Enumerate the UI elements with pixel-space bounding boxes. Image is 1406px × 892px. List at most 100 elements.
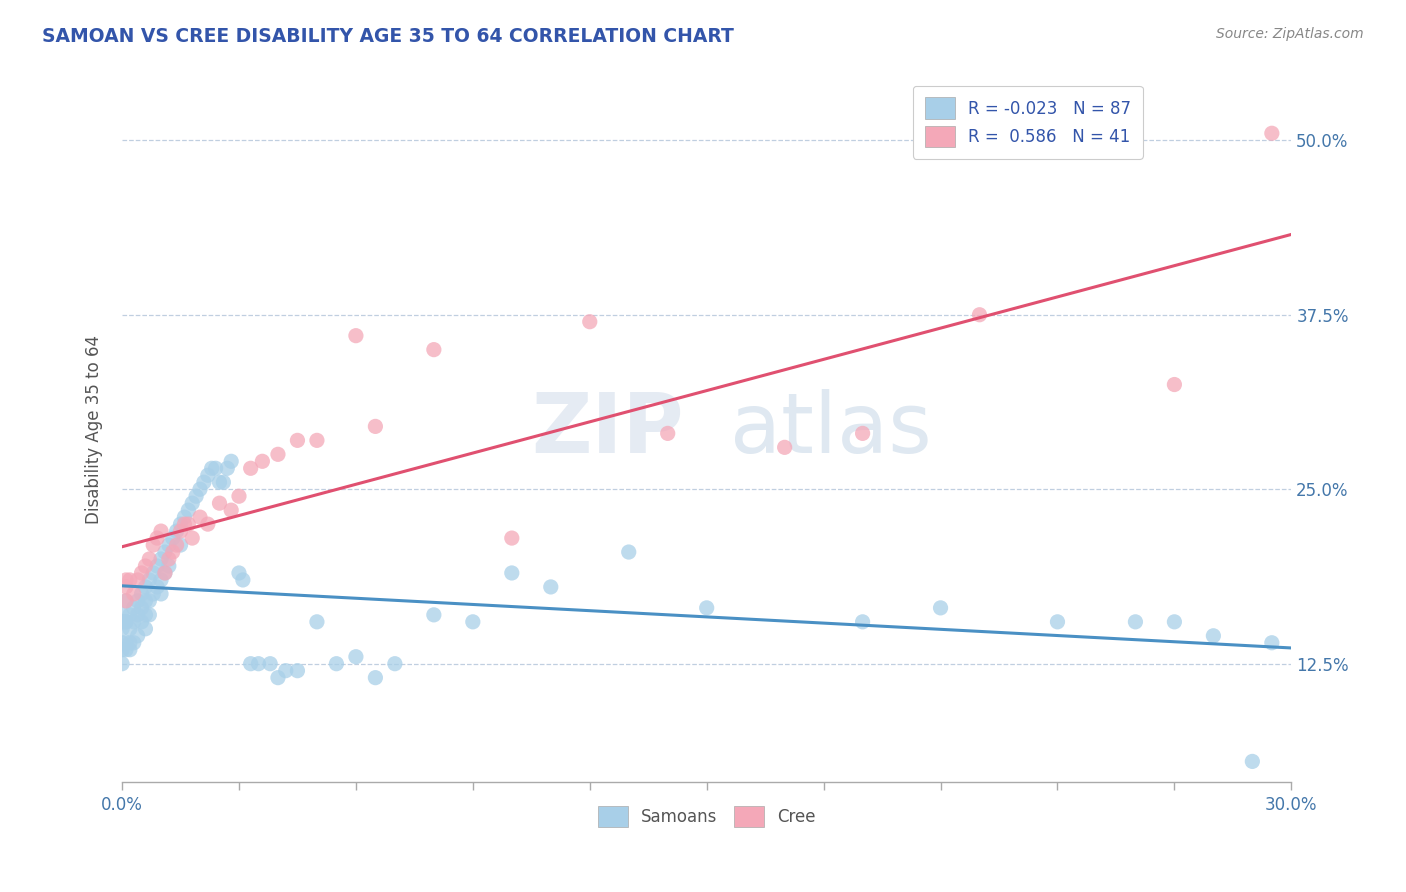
Point — [146, 580, 169, 594]
Point — [197, 468, 219, 483]
Point — [131, 566, 153, 580]
Point — [461, 615, 484, 629]
Legend: Samoans, Cree: Samoans, Cree — [591, 799, 823, 834]
Point — [153, 566, 176, 580]
Point — [131, 587, 153, 601]
Point — [146, 531, 169, 545]
Point — [153, 545, 176, 559]
Text: SAMOAN VS CREE DISABILITY AGE 35 TO 64 CORRELATION CHART: SAMOAN VS CREE DISABILITY AGE 35 TO 64 C… — [42, 27, 734, 45]
Point — [118, 573, 141, 587]
Point — [267, 671, 290, 685]
Point — [1261, 636, 1284, 650]
Point — [217, 461, 239, 475]
Point — [578, 315, 600, 329]
Point — [111, 607, 134, 622]
Point — [157, 538, 180, 552]
Point — [259, 657, 281, 671]
Point — [131, 600, 153, 615]
Point — [344, 328, 367, 343]
Point — [173, 510, 195, 524]
Point — [204, 461, 226, 475]
Point — [111, 657, 134, 671]
Point — [274, 664, 297, 678]
Point — [239, 657, 262, 671]
Point — [115, 636, 138, 650]
Point — [184, 489, 207, 503]
Point — [696, 600, 718, 615]
Point — [131, 615, 153, 629]
Point — [134, 580, 156, 594]
Point — [267, 447, 290, 461]
Point — [166, 538, 188, 552]
Point — [138, 594, 160, 608]
Point — [127, 607, 149, 622]
Point — [118, 607, 141, 622]
Point — [111, 642, 134, 657]
Point — [142, 538, 165, 552]
Point — [239, 461, 262, 475]
Point — [247, 657, 270, 671]
Point — [173, 517, 195, 532]
Point — [1202, 629, 1225, 643]
Point — [1241, 755, 1264, 769]
Point — [150, 573, 173, 587]
Point — [138, 552, 160, 566]
Point — [169, 517, 191, 532]
Point — [344, 649, 367, 664]
Point — [193, 475, 215, 490]
Point — [138, 573, 160, 587]
Point — [115, 615, 138, 629]
Point — [969, 308, 991, 322]
Point — [115, 594, 138, 608]
Point — [197, 517, 219, 532]
Point — [228, 566, 250, 580]
Point — [118, 642, 141, 657]
Point — [305, 615, 328, 629]
Point — [157, 552, 180, 566]
Point — [122, 615, 145, 629]
Point — [1046, 615, 1069, 629]
Point — [127, 594, 149, 608]
Point — [134, 559, 156, 574]
Point — [181, 531, 204, 545]
Point — [111, 615, 134, 629]
Point — [929, 600, 952, 615]
Point — [134, 622, 156, 636]
Text: Source: ZipAtlas.com: Source: ZipAtlas.com — [1216, 27, 1364, 41]
Point — [115, 580, 138, 594]
Point — [228, 489, 250, 503]
Point — [162, 531, 184, 545]
Point — [177, 517, 200, 532]
Point — [1261, 126, 1284, 140]
Point — [150, 552, 173, 566]
Point — [115, 615, 138, 629]
Point — [501, 566, 523, 580]
Point — [219, 454, 242, 468]
Point — [305, 434, 328, 448]
Point — [122, 600, 145, 615]
Point — [181, 496, 204, 510]
Point — [287, 664, 309, 678]
Point — [118, 622, 141, 636]
Point — [127, 629, 149, 643]
Point — [115, 642, 138, 657]
Point — [287, 434, 309, 448]
Point — [111, 636, 134, 650]
Point — [208, 475, 231, 490]
Point — [501, 531, 523, 545]
Point — [384, 657, 406, 671]
Point — [169, 538, 191, 552]
Point — [142, 566, 165, 580]
Point — [146, 559, 169, 574]
Point — [364, 671, 387, 685]
Text: atlas: atlas — [730, 390, 932, 470]
Point — [852, 615, 875, 629]
Point — [540, 580, 562, 594]
Point — [142, 587, 165, 601]
Point — [325, 657, 347, 671]
Point — [617, 545, 640, 559]
Point — [657, 426, 679, 441]
Point — [127, 573, 149, 587]
Point — [188, 482, 211, 496]
Point — [115, 573, 138, 587]
